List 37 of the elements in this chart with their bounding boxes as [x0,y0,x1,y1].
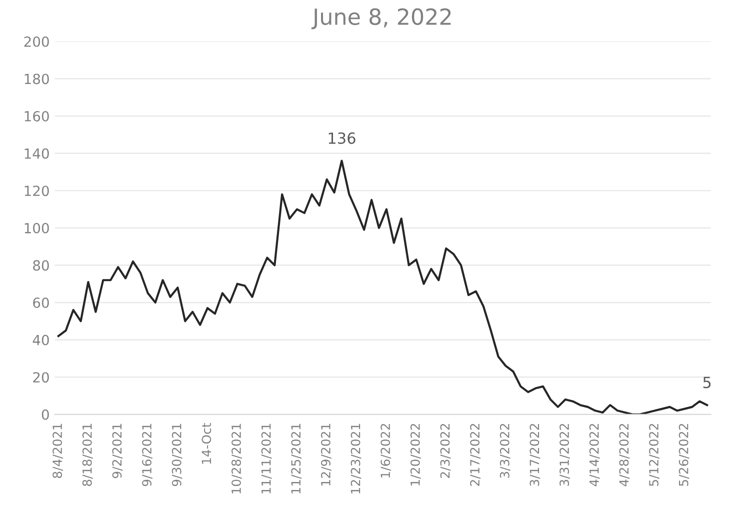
y-tick-label: 100 [24,222,49,234]
y-tick-label: 80 [33,260,49,271]
x-tick-label: 1/20/2022 [410,424,421,486]
x-tick-label: 12/23/2021 [350,424,362,494]
x-tick-label: 9/16/2021 [142,424,152,486]
y-tick-label: 60 [33,297,49,308]
x-tick-label: 3/3/2022 [500,424,510,478]
x-tick-label: 10/28/2021 [232,424,242,494]
y-tick-label: 140 [24,148,49,159]
x-tick-label: 14-Oct [202,423,212,464]
x-tick-label: 8/18/2021 [82,424,93,486]
x-tick-label: 2/17/2022 [470,424,481,486]
y-tick-label: 40 [32,334,49,346]
chart-title: June 8, 2022 [311,8,451,30]
x-tick-label: 9/2/2021 [112,424,123,478]
y-tick-label: 180 [24,74,49,84]
x-tick-label: 11/11/2021 [261,424,272,494]
x-tick-label: 3/31/2022 [560,424,570,486]
y-tick-label: 200 [24,36,49,47]
x-tick-label: 9/30/2021 [172,424,182,486]
y-tick-label: 0 [42,409,49,420]
y-tick-label: 120 [24,186,49,196]
x-tick-label: 4/14/2022 [589,424,600,486]
line-series [57,160,708,414]
x-tick-label: 1/6/2022 [380,424,392,478]
x-tick-label: 2/3/2022 [440,424,451,478]
y-tick-label: 160 [24,111,49,122]
x-tick-label: 11/25/2021 [291,424,302,494]
x-tick-label: 8/4/2021 [52,424,64,478]
x-tick-label: 12/9/2021 [320,424,332,486]
x-tick-label: 4/28/2022 [619,424,630,486]
x-tick-label: 5/12/2022 [649,424,660,486]
x-tick-label: 5/26/2022 [678,424,690,486]
data-label: 5 [703,376,711,388]
x-tick-label: 3/17/2022 [530,424,540,486]
data-label: 136 [328,132,356,144]
y-tick-label: 20 [33,372,49,383]
